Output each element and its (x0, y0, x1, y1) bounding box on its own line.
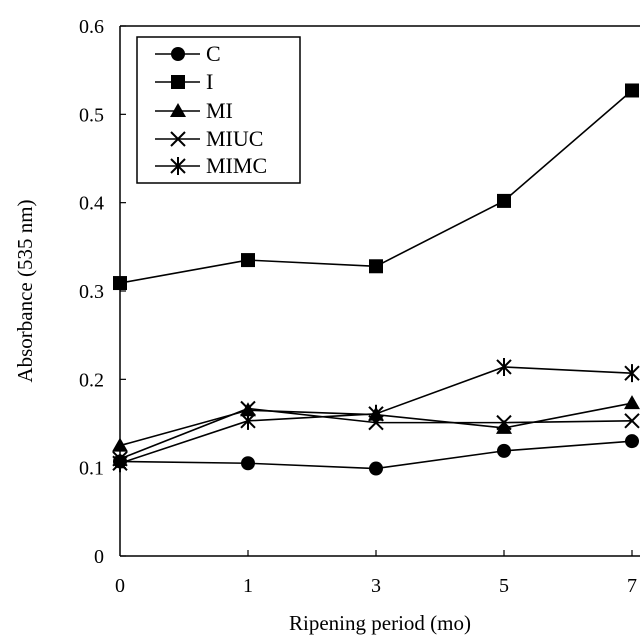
y-tick-label: 0.1 (79, 458, 104, 480)
data-point-i-3 (497, 193, 511, 208)
series-i (113, 83, 639, 291)
x-tick-label: 1 (243, 575, 253, 597)
legend-label: C (206, 41, 221, 66)
legend-marker-i (171, 75, 185, 89)
data-point-i-2 (369, 259, 383, 274)
y-axis-ticks: 0 0.1 0.2 0.3 0.4 0.5 0.6 (79, 16, 126, 568)
data-point-mi-0 (112, 437, 128, 452)
series-layer (112, 83, 640, 476)
data-point-i-1 (241, 253, 255, 268)
data-point-mimc-3 (496, 357, 512, 376)
y-tick-label: 0.6 (79, 16, 104, 38)
x-tick-label: 5 (499, 575, 509, 597)
legend-item-mimc: MIMC (155, 153, 267, 178)
data-point-c-2 (369, 461, 383, 476)
y-tick-label: 0.4 (79, 193, 104, 215)
series-mimc (112, 357, 640, 473)
data-point-miuc-4 (624, 413, 640, 429)
x-axis-ticks: 0 1 3 5 7 (115, 550, 637, 597)
legend-marker-mimc (170, 157, 186, 175)
legend-label: MIUC (206, 126, 263, 151)
legend-item-c: C (155, 41, 221, 66)
x-tick-label: 0 (115, 575, 125, 597)
x-tick-label: 3 (371, 575, 381, 597)
data-point-i-0 (113, 276, 127, 291)
series-c (113, 434, 639, 476)
data-point-mi-4 (624, 395, 640, 410)
data-point-i-4 (625, 83, 639, 98)
x-tick-label: 7 (627, 575, 637, 597)
data-point-mi-3 (496, 419, 512, 434)
data-point-c-4 (625, 434, 639, 449)
data-point-miuc-1 (240, 400, 256, 417)
y-tick-label: 0 (94, 546, 104, 568)
legend-marker-mi (170, 103, 186, 117)
y-tick-label: 0.3 (79, 281, 104, 303)
legend-label: I (206, 69, 213, 94)
legend-marker-miuc (170, 131, 186, 147)
y-tick-label: 0.2 (79, 369, 104, 391)
legend-label: MI (206, 98, 233, 123)
legend-item-i: I (155, 69, 213, 94)
data-point-miuc-3 (496, 414, 512, 431)
y-axis-title: Absorbance (535 nm) (13, 199, 37, 382)
data-point-mimc-0 (112, 454, 128, 473)
x-axis-title: Ripening period (mo) (289, 611, 471, 635)
legend-box (136, 36, 301, 184)
data-point-c-1 (241, 456, 255, 471)
data-point-mimc-2 (368, 404, 384, 423)
legend-item-miuc: MIUC (155, 126, 263, 151)
data-point-c-3 (497, 443, 511, 458)
legend-marker-c (171, 47, 185, 61)
legend-label: MIMC (206, 153, 267, 178)
data-point-mimc-4 (624, 364, 640, 383)
y-tick-label: 0.5 (79, 104, 104, 126)
data-point-mimc-1 (240, 411, 256, 430)
legend-item-mi: MI (155, 98, 233, 123)
